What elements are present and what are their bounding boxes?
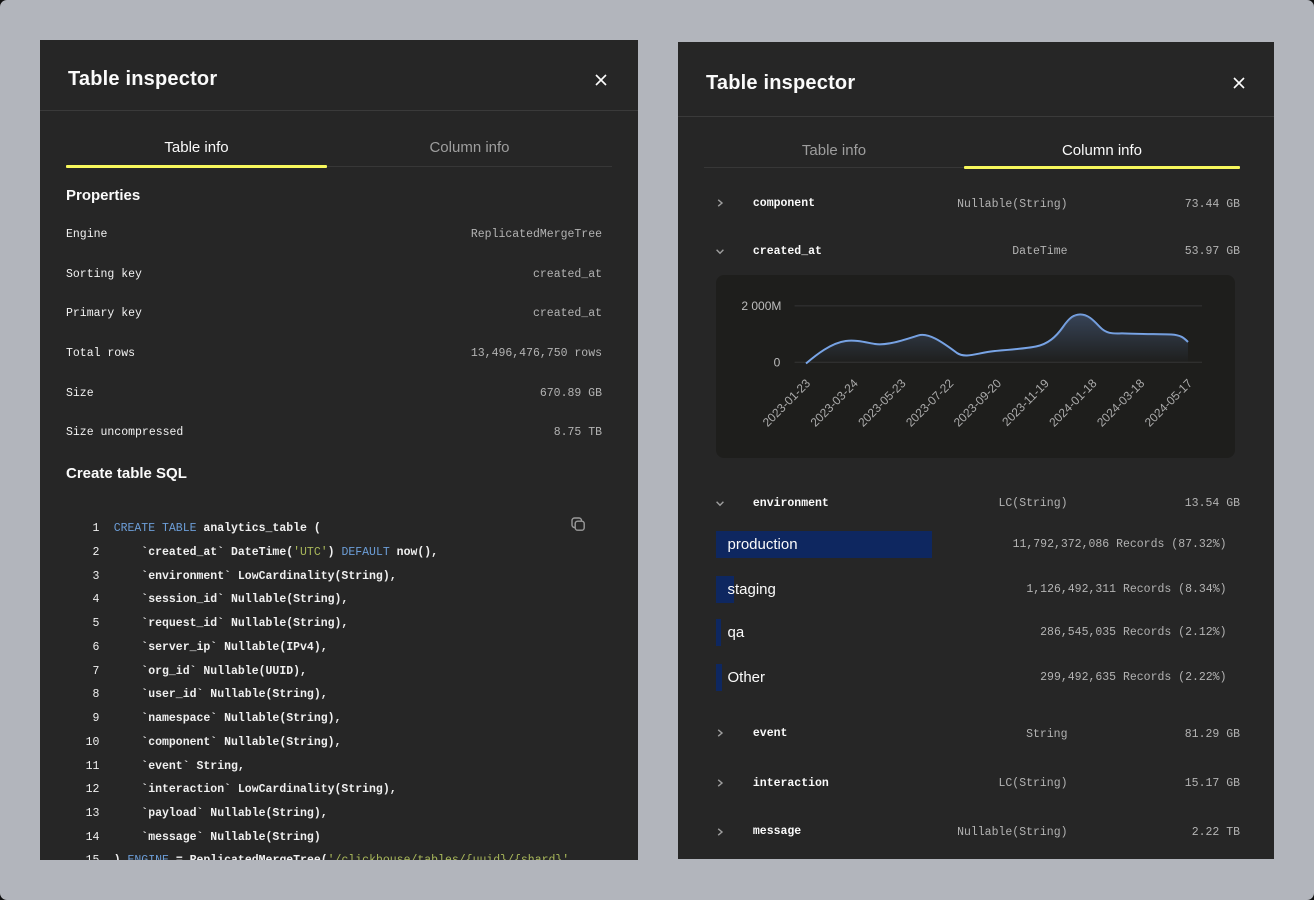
svg-text:2023-09-20: 2023-09-20 <box>951 375 1005 429</box>
svg-text:2024-05-17: 2024-05-17 <box>1142 375 1196 429</box>
svg-text:2024-03-18: 2024-03-18 <box>1094 375 1148 429</box>
svg-text:2023-01-23: 2023-01-23 <box>760 375 814 429</box>
svg-text:0: 0 <box>774 355 781 369</box>
svg-text:2023-07-22: 2023-07-22 <box>903 375 957 429</box>
svg-text:2023-05-23: 2023-05-23 <box>855 375 909 429</box>
svg-text:2 000M: 2 000M <box>741 299 781 313</box>
svg-text:2023-03-24: 2023-03-24 <box>808 375 862 429</box>
svg-text:2024-01-18: 2024-01-18 <box>1046 375 1100 429</box>
svg-text:2023-11-19: 2023-11-19 <box>999 375 1052 428</box>
